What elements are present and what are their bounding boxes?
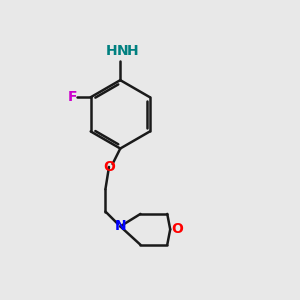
Text: N: N (115, 219, 126, 233)
Text: O: O (103, 160, 115, 174)
Text: O: O (171, 222, 183, 236)
Text: F: F (68, 90, 77, 104)
Text: H: H (127, 44, 139, 58)
Text: H: H (106, 44, 118, 58)
Text: N: N (117, 44, 128, 58)
